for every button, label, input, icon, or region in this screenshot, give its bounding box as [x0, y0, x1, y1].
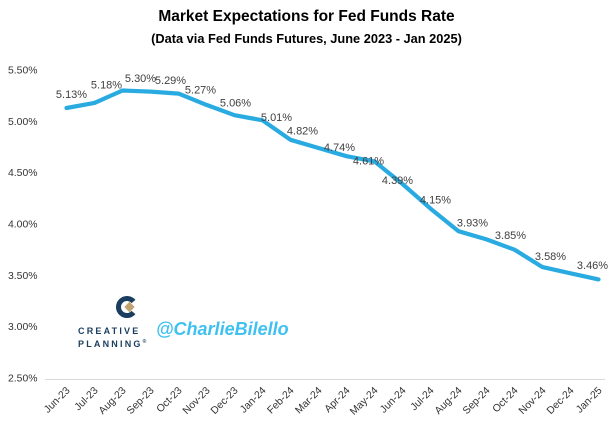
x-axis-tick-label: Feb-24 [266, 385, 297, 416]
y-axis-tick-label: 2.50% [8, 374, 37, 385]
x-axis-tick-label: Jun-24 [378, 385, 408, 415]
x-axis-tick-label: Nov-23 [181, 385, 213, 417]
y-axis-tick-label: 4.50% [8, 168, 37, 179]
x-axis-tick-label: May-24 [348, 385, 380, 417]
fed-funds-futures-line [64, 88, 601, 282]
x-axis-tick-label: Mar-24 [294, 385, 325, 416]
y-axis-tick-label: 5.00% [8, 117, 37, 128]
x-axis-tick-label: Sep-23 [125, 385, 157, 417]
data-point-label: 3.93% [457, 217, 488, 229]
data-point-label: 4.61% [353, 155, 384, 167]
data-point-label: 3.46% [577, 260, 608, 272]
data-point-label: 5.27% [185, 84, 216, 96]
logo-line1: CREATIVE [78, 326, 141, 336]
data-point-label: 3.85% [495, 230, 526, 242]
data-point-label: 4.39% [382, 175, 413, 187]
creative-planning-wordmark: CREATIVE PLANNING® [78, 326, 146, 349]
x-axis-tick-label: Dec-23 [209, 385, 241, 417]
chart-subtitle: (Data via Fed Funds Futures, June 2023 -… [151, 31, 462, 46]
x-axis-tick-label: Jan-25 [574, 385, 604, 415]
x-axis-tick-label: Aug-24 [433, 385, 465, 417]
data-point-label: 5.06% [220, 97, 251, 109]
x-axis-tick-label: Sep-24 [461, 385, 493, 417]
data-point-label: 5.01% [261, 112, 292, 124]
logo-line2: PLANNING® [78, 338, 147, 349]
charliebilello-watermark: @CharlieBilello [156, 319, 289, 339]
data-point-label: 5.13% [56, 89, 87, 101]
creative-planning-monogram-icon [116, 296, 136, 318]
registered-mark: ® [142, 338, 147, 345]
y-axis-tick-label: 3.00% [8, 322, 37, 333]
data-point-label: 4.15% [420, 195, 451, 207]
y-axis-tick-label: 3.50% [8, 271, 37, 282]
x-axis-tick-label: Nov-24 [517, 385, 549, 417]
data-point-label: 5.18% [91, 80, 122, 92]
y-axis-tick-label: 4.00% [8, 220, 37, 231]
x-axis-tick-label: Jan-24 [238, 385, 268, 415]
data-point-label: 5.29% [155, 75, 186, 87]
data-point-label: 5.30% [125, 73, 156, 85]
x-axis-tick-label: Jun-23 [42, 385, 72, 415]
x-axis-tick-label: Oct-23 [155, 385, 185, 415]
chart-title: Market Expectations for Fed Funds Rate [158, 8, 455, 25]
x-axis-tick-label: Aug-23 [97, 385, 129, 417]
data-point-label: 4.74% [324, 142, 355, 154]
y-axis-tick-label: 5.50% [8, 66, 37, 77]
data-point-label: 4.82% [287, 125, 318, 137]
x-axis-tick-label: Oct-24 [491, 385, 521, 415]
data-point-label: 3.58% [535, 251, 566, 263]
x-axis-tick-label: Dec-24 [545, 385, 577, 417]
